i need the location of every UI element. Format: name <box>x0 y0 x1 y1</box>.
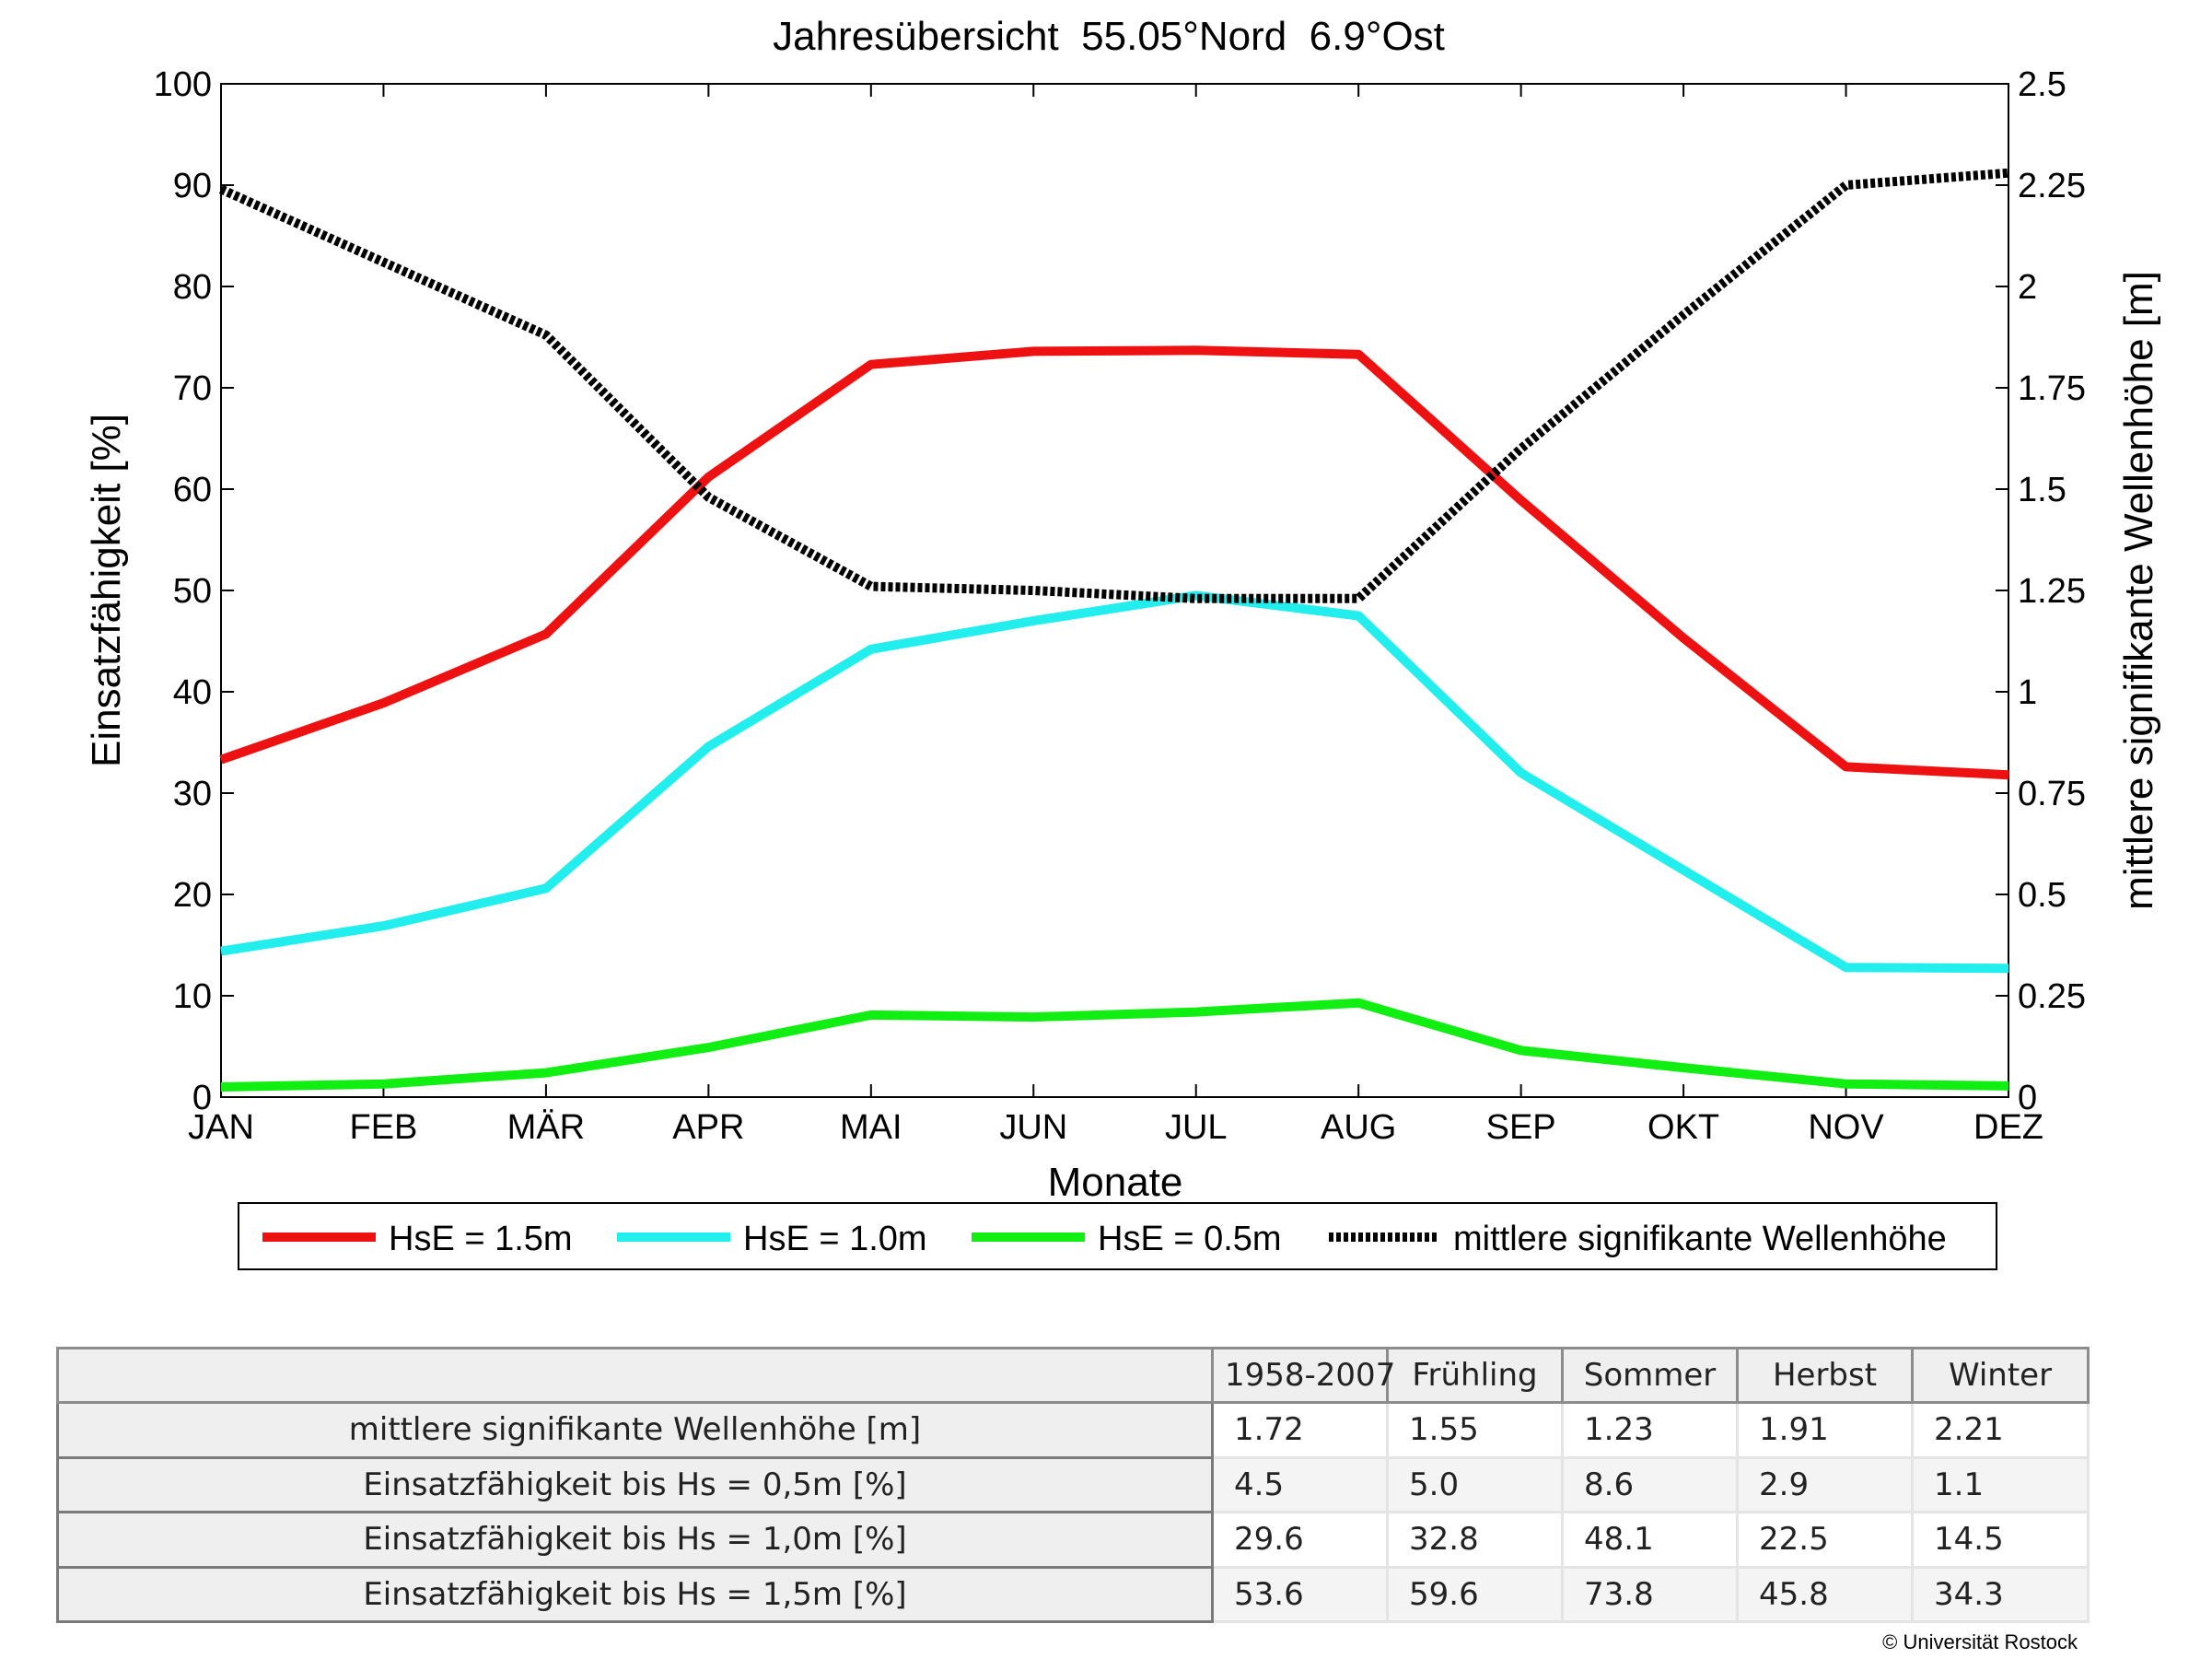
y-right-tick-label: 2.25 <box>2018 167 2086 205</box>
y-axis-right: 0 0.25 0.5 0.75 1 1.25 1.5 1.75 2 2.25 2.5 <box>1996 65 2086 1117</box>
summary-table: 1958-2007 Frühling Sommer Herbst Winter … <box>56 1347 2090 1623</box>
y-right-tick-label: 1 <box>2018 673 2037 712</box>
table-cell: 53.6 <box>1211 1565 1389 1623</box>
x-tick-label: NOV <box>1808 1108 1884 1147</box>
y-left-tick-label: 90 <box>173 167 212 205</box>
table-header-corner <box>56 1347 1214 1404</box>
table-cell: 8.6 <box>1561 1455 1739 1513</box>
copyright-notice: © Universität Rostock <box>1882 1630 2078 1653</box>
table-cell: 5.0 <box>1386 1455 1564 1513</box>
table-header-cell: Sommer <box>1561 1347 1739 1404</box>
table-cell: 48.1 <box>1561 1511 1739 1569</box>
x-tick-label: JUN <box>999 1108 1067 1147</box>
y-left-tick-label: 0 <box>192 1079 212 1117</box>
y-right-tick-label: 0.5 <box>2018 876 2066 915</box>
table-cell: 1.55 <box>1386 1401 1564 1459</box>
series-line-wave-height <box>218 168 2009 603</box>
table-cell: 2.21 <box>1911 1401 2090 1459</box>
table-cell: 2.9 <box>1736 1455 1914 1513</box>
table-header-cell: Winter <box>1911 1347 2090 1404</box>
table-row: Einsatzfähigkeit bis Hs = 0,5m [%] 4.5 5… <box>56 1455 2090 1513</box>
y-right-tick-label: 1.25 <box>2018 572 2086 611</box>
y-right-tick-label: 0.25 <box>2018 977 2086 1016</box>
table-header-cell: Frühling <box>1386 1347 1564 1404</box>
x-tick-label: DEZ <box>1973 1108 2043 1147</box>
table-header-cell: Herbst <box>1736 1347 1914 1404</box>
x-tick-label: APR <box>672 1108 744 1147</box>
x-tick-label: FEB <box>350 1108 418 1147</box>
y-left-tick-label: 30 <box>173 775 212 813</box>
table-row: mittlere signifikante Wellenhöhe [m] 1.7… <box>56 1401 2090 1459</box>
table-row-label: Einsatzfähigkeit bis Hs = 1,5m [%] <box>56 1565 1214 1623</box>
y-left-tick-label: 10 <box>173 977 212 1016</box>
table-row: Einsatzfähigkeit bis Hs = 1,5m [%] 53.6 … <box>56 1565 2090 1623</box>
table-cell: 14.5 <box>1911 1511 2090 1569</box>
table-cell: 45.8 <box>1736 1565 1914 1623</box>
x-tick-label: AUG <box>1321 1108 1396 1147</box>
series-line-hse-0-5 <box>220 998 2009 1092</box>
y-left-tick-label: 20 <box>173 876 212 915</box>
table-cell: 32.8 <box>1386 1511 1564 1569</box>
series-lines <box>218 168 2009 1092</box>
x-tick-label: JAN <box>188 1108 254 1147</box>
y-left-tick-label: 40 <box>173 673 212 712</box>
table-cell: 1.1 <box>1911 1455 2090 1513</box>
y-axis-right-label: mittlere signifikante Wellenhöhe [m] <box>2116 271 2161 910</box>
y-right-tick-label: 2 <box>2018 268 2037 307</box>
table-cell: 29.6 <box>1211 1511 1389 1569</box>
y-left-tick-label: 50 <box>173 572 212 611</box>
legend-label-hse-1-5: HsE = 1.5m <box>389 1220 573 1258</box>
table-cell: 22.5 <box>1736 1511 1914 1569</box>
y-right-tick-label: 1.5 <box>2018 471 2066 509</box>
y-right-tick-label: 0 <box>2018 1079 2037 1117</box>
y-left-tick-label: 70 <box>173 369 212 408</box>
x-tick-label: JUL <box>1165 1108 1228 1147</box>
legend-label-hse-1-0: HsE = 1.0m <box>743 1220 927 1258</box>
table-header-row: 1958-2007 Frühling Sommer Herbst Winter <box>56 1347 2090 1404</box>
legend-label-wave-height: mittlere signifikante Wellenhöhe <box>1453 1220 1947 1258</box>
y-left-tick-label: 100 <box>154 65 212 104</box>
y-right-tick-label: 1.75 <box>2018 369 2086 408</box>
x-tick-label: MAI <box>840 1108 902 1147</box>
y-axis-left-label: Einsatzfähigkeit [%] <box>84 414 129 767</box>
x-axis: JAN FEB MÄR APR MAI JUN JUL AUG SEP OKT NOV DEZ <box>188 84 2043 1147</box>
x-axis-label: Monate <box>1048 1160 1183 1205</box>
table-cell: 1.23 <box>1561 1401 1739 1459</box>
series-line-hse-1-0 <box>220 590 2009 974</box>
x-tick-label: SEP <box>1486 1108 1556 1147</box>
legend-label-hse-0-5: HsE = 0.5m <box>1098 1220 1282 1258</box>
y-right-tick-label: 2.5 <box>2018 65 2066 104</box>
table-row-label: Einsatzfähigkeit bis Hs = 0,5m [%] <box>56 1455 1214 1513</box>
y-left-tick-label: 80 <box>173 268 212 307</box>
legend-frame <box>238 1202 1997 1270</box>
table-cell: 1.91 <box>1736 1401 1914 1459</box>
series-line-hse-1-5 <box>219 345 2009 780</box>
x-tick-label: OKT <box>1647 1108 1719 1147</box>
y-left-tick-label: 60 <box>173 471 212 509</box>
table-cell: 4.5 <box>1211 1455 1389 1513</box>
table-header-cell: 1958-2007 <box>1211 1347 1395 1404</box>
plot-area-frame <box>220 83 2009 1098</box>
x-tick-label: MÄR <box>507 1108 585 1147</box>
y-right-tick-label: 0.75 <box>2018 775 2086 813</box>
legend: HsE = 1.5m HsE = 1.0m HsE = 0.5m mittler… <box>238 1202 1997 1270</box>
chart-title: Jahresübersicht 55.05°Nord 6.9°Ost <box>773 14 1445 59</box>
table-row-label: mittlere signifikante Wellenhöhe [m] <box>56 1401 1214 1459</box>
table-row-label: Einsatzfähigkeit bis Hs = 1,0m [%] <box>56 1511 1214 1569</box>
y-axis-left: 0 10 20 30 40 50 60 70 80 90 100 <box>154 65 234 1117</box>
table-row: Einsatzfähigkeit bis Hs = 1,0m [%] 29.6 … <box>56 1511 2090 1569</box>
table-cell: 1.72 <box>1211 1401 1389 1459</box>
table-cell: 59.6 <box>1386 1565 1564 1623</box>
table-cell: 73.8 <box>1561 1565 1739 1623</box>
table-cell: 34.3 <box>1911 1565 2090 1623</box>
